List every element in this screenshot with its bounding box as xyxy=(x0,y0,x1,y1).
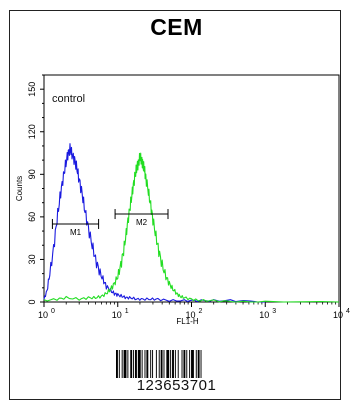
x-tick-exponent: 3 xyxy=(272,308,276,315)
barcode-bar xyxy=(186,350,188,378)
barcode-bar xyxy=(189,350,191,378)
barcode-bar xyxy=(150,350,152,378)
x-tick-base: 10 xyxy=(259,310,269,320)
x-tick-label: 10 3 xyxy=(259,308,276,320)
x-tick-label: 10 2 xyxy=(185,308,202,320)
x-tick-exponent: 0 xyxy=(51,308,55,315)
x-axis-label: FL1-H xyxy=(176,317,198,326)
barcode-bar xyxy=(172,350,174,378)
barcode-bar xyxy=(155,350,157,378)
barcode-bar xyxy=(160,350,163,378)
barcode-bar xyxy=(118,350,120,378)
series-layer xyxy=(43,143,340,303)
y-tick-label: 150 xyxy=(27,82,37,97)
barcode-bar xyxy=(137,350,141,378)
marker-layer: M1 M2 xyxy=(51,209,169,237)
x-tick-label: 10 4 xyxy=(333,308,350,320)
marker-m1: M1 xyxy=(51,218,100,237)
marker-label: M2 xyxy=(136,218,148,227)
control-annotation: control xyxy=(52,93,85,105)
x-tick-label: 10 1 xyxy=(112,308,129,320)
y-axis-label: Counts xyxy=(15,176,24,201)
x-tick-exponent: 4 xyxy=(346,308,350,315)
barcode-bar xyxy=(144,350,146,378)
barcode-bar xyxy=(191,350,194,378)
barcode-bar xyxy=(146,350,149,378)
x-tick-base: 10 xyxy=(185,310,195,320)
barcode-bar xyxy=(170,350,172,378)
sample-histogram-line xyxy=(43,152,340,303)
barcode-bar xyxy=(141,350,143,378)
barcode-bar xyxy=(127,350,129,378)
barcode-bar xyxy=(163,350,165,378)
barcode-bar xyxy=(130,350,133,378)
barcode-bar xyxy=(152,350,154,378)
barcode-bar xyxy=(197,350,200,378)
y-tick-label: 120 xyxy=(27,124,37,139)
y-tick-label: 30 xyxy=(27,254,37,264)
x-tick-exponent: 1 xyxy=(125,308,129,315)
marker-m2: M2 xyxy=(114,209,169,227)
x-tick-label: 10 0 xyxy=(38,308,55,320)
barcode-bar xyxy=(166,350,170,378)
barcode-bar xyxy=(177,350,179,378)
barcode-bar xyxy=(135,350,137,378)
barcode-bar xyxy=(116,350,118,378)
barcode-image xyxy=(116,350,231,378)
barcode-bar xyxy=(183,350,186,378)
marker-label: M1 xyxy=(70,228,82,237)
barcode-bar xyxy=(158,350,160,378)
plot-area-border xyxy=(43,74,340,303)
barcode-bar xyxy=(181,350,183,378)
y-tick-label: 90 xyxy=(27,169,37,179)
x-tick-base: 10 xyxy=(333,310,343,320)
barcode-bar xyxy=(195,350,197,378)
x-tick-exponent: 2 xyxy=(199,308,203,315)
chart-title: CEM xyxy=(150,14,203,40)
barcode-number: 123653701 xyxy=(136,377,217,394)
y-tick-label: 60 xyxy=(27,212,37,222)
barcode-bar xyxy=(123,350,127,378)
control-histogram-line xyxy=(43,143,266,303)
barcode-bar xyxy=(174,350,176,378)
x-tick-base: 10 xyxy=(112,310,122,320)
barcode-bar xyxy=(200,350,202,378)
x-tick-base: 10 xyxy=(38,310,48,320)
y-tick-label: 0 xyxy=(27,299,37,304)
barcode-bar xyxy=(133,350,135,378)
barcode-bar xyxy=(121,350,123,378)
